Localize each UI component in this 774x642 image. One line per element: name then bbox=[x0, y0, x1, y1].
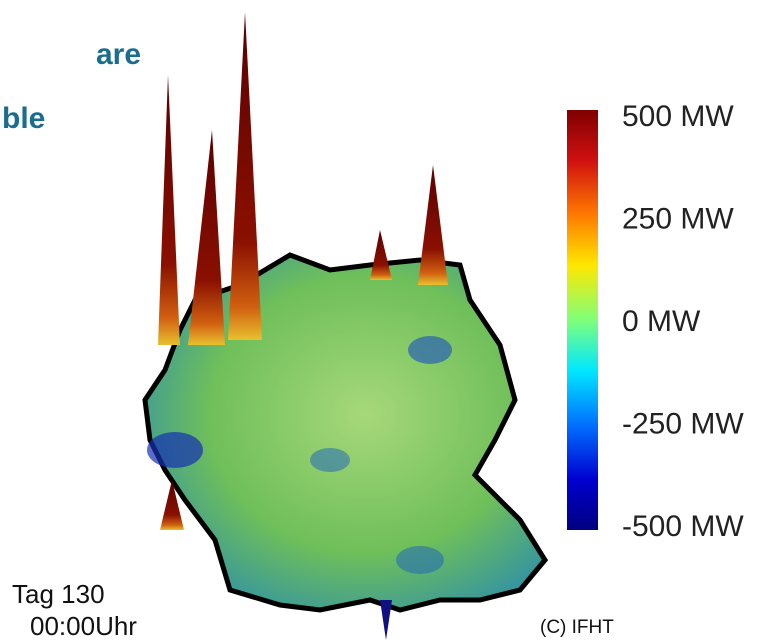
day-label: Tag 130 bbox=[12, 579, 105, 609]
colorbar-tick-label: 0 MW bbox=[622, 305, 701, 338]
copyright: (C) IFHT bbox=[540, 617, 614, 638]
germany-surface-map bbox=[145, 12, 545, 640]
colorbar-tick-label: -250 MW bbox=[622, 407, 744, 440]
figure: are ble Tag 130 00:00Uhr (C) IFHT 500 MW… bbox=[0, 0, 774, 642]
page: are ble Tag 130 00:00Uhr (C) IFHT 500 MW… bbox=[0, 0, 774, 642]
heading-fragment: ble bbox=[2, 102, 45, 135]
colorbar-tick-label: -500 MW bbox=[622, 510, 744, 543]
heading-fragment: are bbox=[96, 38, 141, 71]
colorbar bbox=[567, 110, 598, 530]
time-label: 00:00Uhr bbox=[30, 611, 137, 641]
colorbar-tick-label: 500 MW bbox=[622, 100, 734, 133]
colorbar-tick-label: 250 MW bbox=[622, 202, 734, 235]
